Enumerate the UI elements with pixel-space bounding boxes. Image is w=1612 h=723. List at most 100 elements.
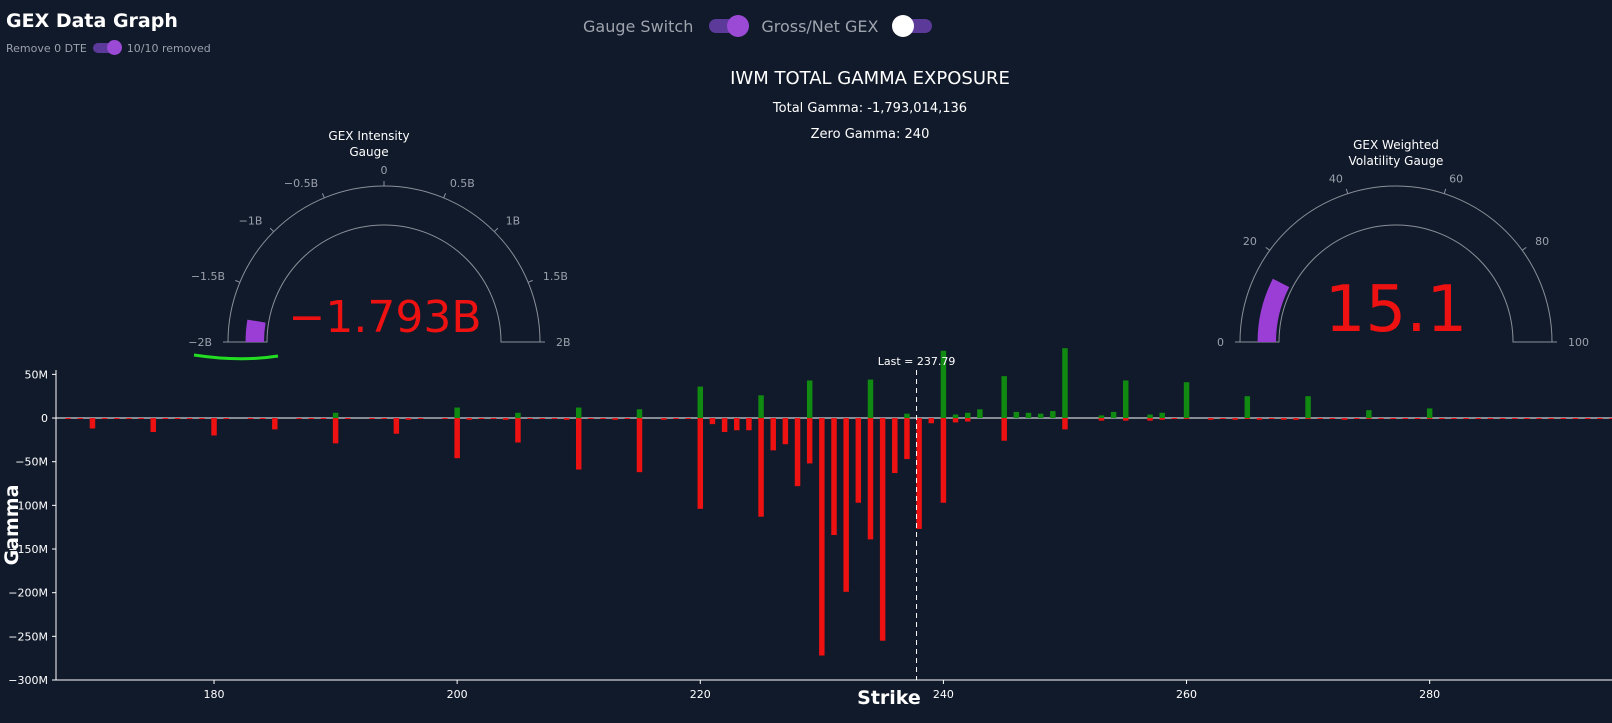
gauge-tick xyxy=(1265,246,1271,251)
gamma-bar-small xyxy=(1414,418,1421,420)
gamma-bar-negative xyxy=(734,418,740,431)
gauge-tick-label: −2B xyxy=(188,336,212,349)
gamma-bar-small xyxy=(1317,418,1323,420)
gamma-bar-positive xyxy=(806,380,813,419)
gamma-bar-small xyxy=(65,418,71,420)
gamma-bar-positive xyxy=(1037,413,1044,419)
x-tick-label: 280 xyxy=(1419,688,1440,701)
gamma-bar-small xyxy=(114,418,120,420)
gauge-tick xyxy=(1521,246,1527,251)
gauge-tick-label: 0 xyxy=(381,164,388,177)
volatility-gauge: 0 20 40 60 80 100 xyxy=(1217,172,1589,349)
gauge-switch-label: Gauge Switch xyxy=(583,16,694,36)
gamma-bar-negative xyxy=(150,418,156,432)
gauge-tick-label: 0.5B xyxy=(450,177,475,190)
gauge-switch-toggle[interactable] xyxy=(709,15,750,37)
gamma-bar-small xyxy=(1244,418,1251,420)
gamma-bar-negative xyxy=(782,418,789,445)
gamma-bar-negative xyxy=(1001,418,1007,441)
gamma-bar-positive xyxy=(977,409,983,419)
gauge-value-bar xyxy=(245,319,266,342)
gamma-bar-small xyxy=(478,418,485,420)
gamma-bar-negative xyxy=(867,418,874,540)
gamma-bar-positive xyxy=(636,409,643,419)
gamma-bar-negative xyxy=(515,418,521,443)
gamma-bar-small xyxy=(1232,418,1238,420)
gamma-bar-small xyxy=(247,418,254,420)
remove-0dte-toggle[interactable] xyxy=(92,40,122,55)
gauge-tick-label: 0 xyxy=(1217,336,1224,349)
gamma-bar-small xyxy=(1123,418,1129,421)
x-tick-label: 200 xyxy=(447,688,468,701)
gamma-bar-negative xyxy=(758,418,764,517)
gamma-bar-small xyxy=(1378,418,1384,420)
zero-gamma-text: Zero Gamma: 240 xyxy=(811,127,930,142)
gamma-bar-positive xyxy=(1305,396,1311,419)
gamma-bar-small xyxy=(223,418,229,420)
gamma-bar-small xyxy=(442,418,448,420)
y-tick-label: 0 xyxy=(41,412,48,425)
gauge-tick xyxy=(527,279,533,283)
gauge-tick-label: 1.5B xyxy=(543,270,568,283)
gamma-bar-negative xyxy=(393,418,400,434)
y-tick-label: 50M xyxy=(25,368,49,381)
gamma-bar-positive xyxy=(1062,348,1068,419)
remove-0dte-label: Remove 0 DTE xyxy=(6,41,87,55)
x-tick-label: 180 xyxy=(204,688,225,701)
gauge-tick-label: 2B xyxy=(556,336,571,349)
gamma-bar-positive xyxy=(904,413,910,419)
gamma-bar-small xyxy=(1293,418,1299,420)
gamma-bar-small xyxy=(1098,418,1105,421)
gauge-tick-label: −1.5B xyxy=(191,270,225,283)
gamma-bar-negative xyxy=(636,418,643,473)
gamma-bar-positive xyxy=(1110,411,1117,419)
gamma-bar-small xyxy=(320,418,327,420)
y-tick-label: −200M xyxy=(8,587,48,600)
gamma-bar-small xyxy=(1402,418,1409,420)
gamma-bar-small xyxy=(1183,418,1190,420)
gamma-bar-small xyxy=(1475,418,1482,420)
gamma-bar-negative xyxy=(964,418,971,422)
gamma-bar-small xyxy=(1426,418,1433,420)
gamma-bar-small xyxy=(612,418,618,420)
last-price-label: Last = 237.79 xyxy=(878,355,956,368)
gamma-bar-positive xyxy=(964,412,971,419)
gamma-bar-negative xyxy=(697,418,704,509)
gamma-bar-small xyxy=(369,418,375,420)
volatility-gauge-title-1: GEX Weighted xyxy=(1353,138,1439,152)
gamma-bar-positive xyxy=(1050,411,1056,419)
gauge-tick-label: 60 xyxy=(1449,172,1463,185)
gamma-bar-small xyxy=(1512,418,1518,420)
gamma-bar-positive xyxy=(1426,408,1433,419)
gamma-bar-small xyxy=(296,418,302,420)
gamma-bar-negative xyxy=(940,418,947,503)
gamma-bar-positive xyxy=(758,395,764,419)
gamma-bar-small xyxy=(417,418,424,420)
gamma-bar-negative xyxy=(332,418,339,444)
intensity-gauge-title-1: GEX Intensity xyxy=(328,129,409,143)
gauge-tick xyxy=(443,193,447,199)
gamma-bar-small xyxy=(563,418,570,420)
gamma-bar-small xyxy=(490,418,497,420)
gauge-tick-label: 80 xyxy=(1535,235,1549,248)
gamma-bar-small xyxy=(1256,418,1263,420)
gamma-bar-small xyxy=(381,418,387,420)
toggle-knob xyxy=(727,15,750,37)
gamma-bar-small xyxy=(345,418,351,420)
gamma-bar-negative xyxy=(746,418,752,431)
gauge-outline xyxy=(1239,185,1553,343)
gauge-tick-label: 40 xyxy=(1329,172,1343,185)
y-tick-label: −250M xyxy=(8,630,48,643)
gamma-bar-small xyxy=(1439,418,1445,420)
gamma-bar-negative xyxy=(952,418,959,423)
gross-net-label: Gross/Net GEX xyxy=(761,16,879,36)
gamma-bar-small xyxy=(1597,418,1603,420)
gross-net-toggle[interactable] xyxy=(892,15,933,37)
gamma-bar-positive xyxy=(1159,412,1165,419)
gamma-bar-positive xyxy=(332,412,339,419)
gamma-bar-negative xyxy=(928,418,934,424)
gamma-bar-small xyxy=(624,418,631,420)
gamma-bar-negative xyxy=(721,418,728,432)
gamma-bar-small xyxy=(551,418,558,420)
gamma-bar-small xyxy=(186,418,193,420)
